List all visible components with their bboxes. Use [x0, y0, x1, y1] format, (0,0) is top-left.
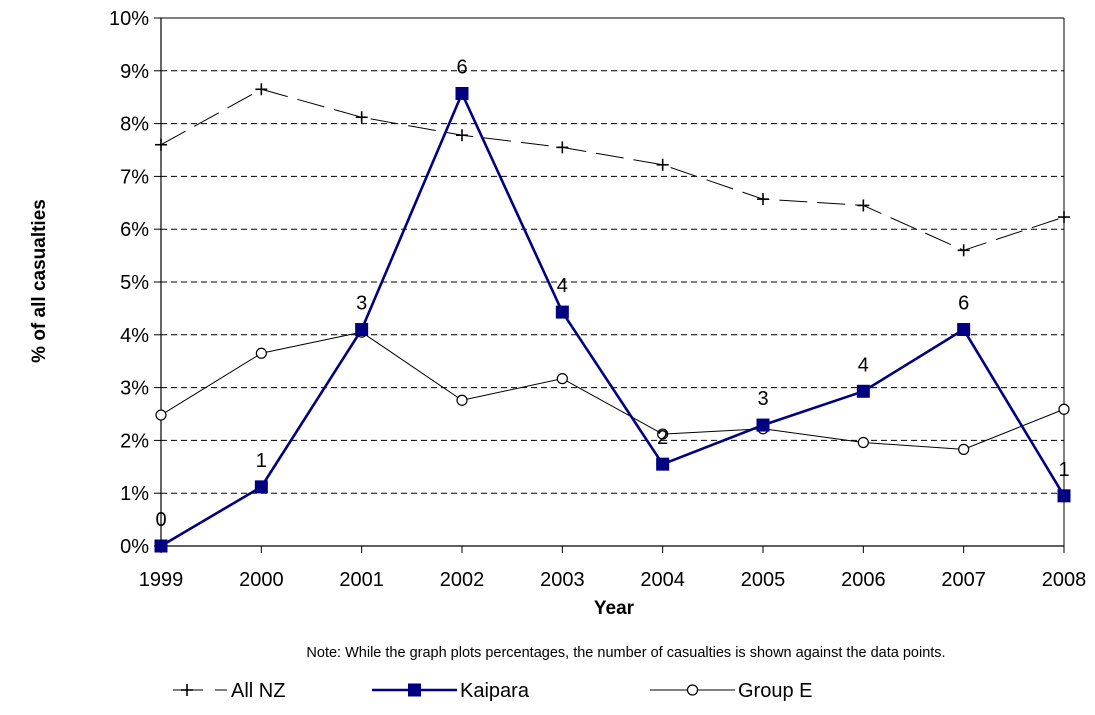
- data-point-all-nz: [757, 193, 769, 206]
- y-tick-label: 6%: [120, 219, 149, 241]
- data-point-group-e: [556, 373, 568, 385]
- x-tick-label: 2004: [640, 569, 685, 591]
- data-point-all-nz: [355, 111, 368, 124]
- data-label: 3: [356, 293, 367, 315]
- data-point-kaipara: [656, 457, 670, 471]
- chart-note: Note: While the graph plots percentages,…: [306, 645, 945, 661]
- y-tick-label: 8%: [120, 114, 149, 136]
- x-tick-label: 2008: [1042, 569, 1087, 591]
- x-tick-label: 2006: [841, 569, 886, 591]
- data-label: 4: [557, 275, 568, 297]
- y-tick-label: 9%: [120, 61, 149, 83]
- x-axis-title: Year: [594, 598, 635, 619]
- y-tick-label: 0%: [120, 536, 149, 558]
- data-point-group-e: [255, 347, 267, 359]
- y-tick-label: 4%: [120, 325, 149, 347]
- data-point-kaipara: [1057, 489, 1071, 503]
- y-tick-labels: 0% 1% 2% 3% 4% 5% 6% 7% 8% 9% 10%: [109, 8, 149, 558]
- data-point-kaipara: [455, 87, 469, 101]
- data-point-group-e: [155, 409, 167, 421]
- legend-label: All NZ: [231, 680, 285, 702]
- data-label: 0: [155, 509, 166, 531]
- x-tick-label: 2003: [540, 569, 585, 591]
- data-point-kaipara: [756, 418, 770, 432]
- legend-marker: [686, 684, 699, 696]
- y-tick-label: 1%: [120, 483, 149, 505]
- legend-item-kaipara: Kaipara: [372, 680, 530, 702]
- data-label: 6: [958, 293, 969, 315]
- legend-label: Group E: [738, 680, 812, 702]
- y-tick-label: 3%: [120, 378, 149, 400]
- data-point-kaipara: [555, 305, 569, 319]
- axes: [154, 17, 1065, 553]
- y-tick-label: 5%: [120, 272, 149, 294]
- data-point-kaipara: [154, 539, 168, 553]
- data-label: 3: [757, 388, 768, 410]
- x-tick-label: 1999: [139, 569, 184, 591]
- data-point-kaipara: [355, 323, 369, 337]
- data-point-group-e: [1058, 403, 1070, 415]
- data-point-all-nz: [1058, 211, 1070, 224]
- x-tick-label: 2005: [741, 569, 786, 591]
- data-point-all-nz: [556, 141, 569, 154]
- legend: All NZ Kaipara Group E: [173, 680, 812, 702]
- data-label: 6: [456, 57, 467, 79]
- x-tick-labels: 1999 2000 2001 2002 2003 2004 2005 2006 2007 2008: [139, 569, 1087, 591]
- data-label: 1: [1058, 459, 1069, 481]
- gridlines: [161, 70, 1064, 494]
- data-point-kaipara: [957, 323, 971, 337]
- series-line-all-nz: [160, 88, 1065, 251]
- data-point-all-nz: [456, 129, 468, 142]
- x-tick-label: 2002: [440, 569, 485, 591]
- data-point-group-e: [456, 394, 468, 406]
- data-point-all-nz: [255, 83, 268, 96]
- x-tick-label: 2007: [941, 569, 986, 591]
- data-point-all-nz: [957, 244, 970, 257]
- legend-marker: [408, 683, 421, 697]
- series-line-kaipara: [160, 92, 1066, 548]
- legend-item-all-nz: All NZ: [173, 680, 285, 702]
- x-tick-label: 2000: [239, 569, 284, 591]
- data-point-group-e: [657, 428, 669, 440]
- y-tick-label: 10%: [109, 8, 149, 30]
- data-point-kaipara: [856, 384, 870, 398]
- data-point-kaipara: [254, 480, 268, 494]
- data-point-all-nz: [656, 158, 669, 171]
- series-layer: [154, 83, 1071, 553]
- data-labels: 0 1 3 6 4 2 3 4 6 1: [155, 57, 1069, 531]
- data-point-all-nz: [857, 199, 870, 212]
- data-label: 4: [858, 354, 869, 376]
- y-tick-label: 2%: [120, 430, 149, 452]
- data-point-all-nz: [155, 138, 167, 151]
- data-point-group-e: [958, 443, 970, 455]
- y-tick-label: 7%: [120, 166, 149, 188]
- data-label: 1: [256, 450, 267, 472]
- data-point-group-e: [857, 436, 869, 449]
- legend-item-group-e: Group E: [650, 680, 812, 702]
- y-axis-title: % of all casualties: [29, 199, 50, 363]
- series-line-group-e: [160, 331, 1065, 450]
- data-label: 2: [657, 427, 668, 449]
- x-tick-label: 2001: [339, 569, 384, 591]
- legend-marker: [181, 684, 193, 696]
- legend-label: Kaipara: [460, 680, 530, 702]
